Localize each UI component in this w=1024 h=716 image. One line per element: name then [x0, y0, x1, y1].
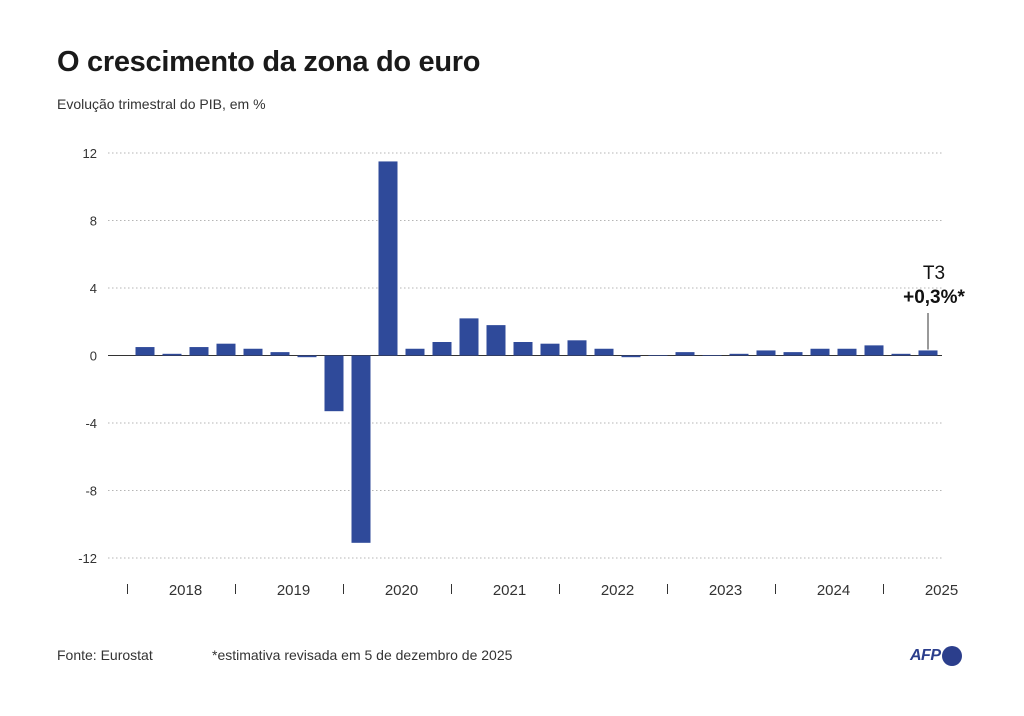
- bar: [567, 340, 587, 356]
- bar: [756, 350, 776, 356]
- y-tick-label: 4: [90, 281, 97, 296]
- x-year-label: 2019: [277, 582, 310, 599]
- bar: [810, 348, 830, 356]
- footnote: *estimativa revisada em 5 de dezembro de…: [212, 647, 513, 663]
- x-year-label: 2022: [601, 582, 634, 599]
- afp-logo-text: AFP: [910, 647, 941, 664]
- x-year-label: 2020: [385, 582, 418, 599]
- bar: [594, 348, 614, 356]
- bar: [378, 161, 398, 356]
- bars: [135, 161, 938, 543]
- chart-title: O crescimento da zona do euro: [57, 46, 481, 78]
- bar: [540, 343, 560, 356]
- bar: [783, 352, 803, 356]
- x-year-label: 2021: [493, 582, 526, 599]
- afp-logo: AFP: [910, 645, 962, 667]
- y-tick-label: 0: [90, 349, 97, 364]
- x-year-label: 2024: [817, 582, 850, 599]
- bar: [297, 355, 317, 358]
- bar: [135, 347, 155, 356]
- bar: [459, 318, 479, 356]
- bar: [648, 355, 668, 356]
- bar: [621, 355, 641, 358]
- bar: [216, 343, 236, 356]
- y-tick-label: -12: [78, 551, 97, 566]
- bar: [351, 355, 371, 543]
- bar: [675, 352, 695, 356]
- y-tick-label: 8: [90, 214, 97, 229]
- bar: [837, 348, 857, 356]
- x-year-label: 2018: [169, 582, 202, 599]
- bar: [513, 342, 533, 356]
- chart-subtitle: Evolução trimestral do PIB, em %: [57, 96, 266, 112]
- bar: [405, 348, 425, 356]
- bar: [243, 348, 263, 356]
- source-note: Fonte: Eurostat: [57, 647, 153, 663]
- annotation-value: +0,3%*: [903, 287, 965, 308]
- bar: [189, 347, 209, 356]
- bar: [864, 345, 884, 356]
- y-tick-label: -4: [85, 416, 97, 431]
- bar: [891, 353, 911, 356]
- y-tick-label: -8: [85, 484, 97, 499]
- annotation-label: T3: [923, 263, 945, 284]
- x-year-label: 2025: [925, 582, 958, 599]
- bar: [918, 350, 938, 356]
- bar: [486, 325, 506, 356]
- bar: [432, 342, 452, 356]
- y-axis-tick-labels: 12 8 4 0 -4 -8 -12: [78, 146, 97, 566]
- afp-logo-dot-icon: [941, 646, 962, 666]
- bar: [702, 355, 722, 356]
- bar: [324, 355, 344, 412]
- y-tick-label: 12: [83, 146, 97, 161]
- x-year-label: 2023: [709, 582, 742, 599]
- bar: [270, 352, 290, 356]
- bar: [729, 353, 749, 356]
- bar: [162, 353, 182, 356]
- x-axis: 2018 2019 2020 2021 2022 2023 2024 2025: [127, 582, 958, 599]
- annotation: T3 +0,3%*: [903, 263, 966, 350]
